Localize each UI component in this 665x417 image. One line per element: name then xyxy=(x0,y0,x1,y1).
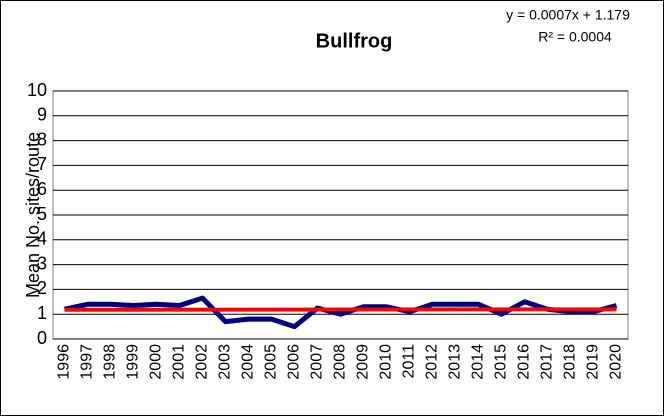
x-tick-label: 2017 xyxy=(539,344,556,380)
x-tick-label: 2007 xyxy=(309,344,326,380)
x-tick-label: 2014 xyxy=(470,344,487,380)
x-tick-label: 2002 xyxy=(194,344,211,380)
x-tick-label: 2008 xyxy=(332,344,349,380)
x-tick-label: 2009 xyxy=(355,344,372,380)
y-tick-label: 3 xyxy=(37,253,47,273)
y-tick-label: 4 xyxy=(37,229,47,249)
x-tick-label: 2011 xyxy=(401,344,418,379)
y-tick-label: 2 xyxy=(37,278,47,298)
y-tick-label: 5 xyxy=(37,204,47,224)
x-tick-label: 1998 xyxy=(102,344,119,380)
x-tick-label: 1996 xyxy=(56,344,73,380)
y-tick-label: 10 xyxy=(27,80,47,100)
y-axis-title: Mean No. sites/route xyxy=(23,132,43,298)
x-tick-label: 2010 xyxy=(378,344,395,380)
x-tick-label: 2020 xyxy=(608,344,625,380)
x-tick-label: 2003 xyxy=(217,344,234,380)
equation: y = 0.0007x + 1.179 xyxy=(506,7,630,23)
y-tick-label: 8 xyxy=(37,129,47,149)
chart-title: Bullfrog xyxy=(316,30,393,52)
x-tick-label: 2004 xyxy=(240,344,257,380)
x-tick-label: 2005 xyxy=(263,344,280,380)
r-squared: R² = 0.0004 xyxy=(538,29,612,45)
y-tick-label: 9 xyxy=(37,105,47,125)
y-tick-label: 6 xyxy=(37,179,47,199)
x-tick-label: 1997 xyxy=(79,344,96,380)
x-tick-label: 2006 xyxy=(286,344,303,380)
x-tick-label: 2000 xyxy=(148,344,165,380)
y-tick-label: 7 xyxy=(37,154,47,174)
x-tick-label: 1999 xyxy=(125,344,142,380)
x-tick-label: 2013 xyxy=(447,344,464,380)
x-tick-label: 2018 xyxy=(562,344,579,380)
data-line xyxy=(63,295,618,330)
x-tick-label: 2016 xyxy=(516,344,533,380)
x-tick-label: 2001 xyxy=(171,344,188,380)
y-tick-label: 1 xyxy=(37,303,47,323)
x-tick-label: 2015 xyxy=(493,344,510,380)
x-tick-label: 2019 xyxy=(585,344,602,380)
x-tick-label: 2012 xyxy=(424,344,441,380)
y-tick-label: 0 xyxy=(37,328,47,348)
